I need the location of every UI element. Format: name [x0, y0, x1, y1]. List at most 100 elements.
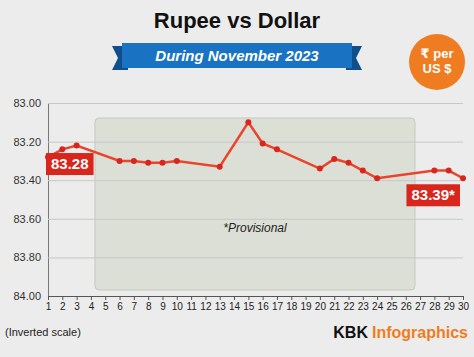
- x-tick-label: 21: [329, 301, 341, 312]
- x-tick-mark: [406, 296, 407, 300]
- x-tick: 24: [372, 296, 384, 312]
- x-tick: 5: [103, 296, 109, 312]
- x-tick-label: 23: [358, 301, 370, 312]
- x-tick-mark: [234, 296, 235, 300]
- x-tick-mark: [363, 296, 364, 300]
- source-brand: KBK: [333, 324, 368, 341]
- value-label-box: [46, 153, 94, 175]
- unit-badge: [409, 34, 465, 90]
- ribbon: [122, 43, 352, 68]
- x-tick: 28: [429, 296, 441, 312]
- x-tick-mark: [463, 296, 464, 300]
- y-tick: 83.00: [13, 97, 463, 109]
- x-tick: 13: [215, 296, 227, 312]
- grid-line: [48, 180, 463, 181]
- x-tick-mark: [162, 296, 163, 300]
- unit-label: ₹ perUS $: [421, 46, 454, 76]
- plot-area: [45, 119, 466, 181]
- x-tick-label: 18: [286, 301, 298, 312]
- source: KBKInfographics: [333, 324, 468, 341]
- x-tick-label: 5: [103, 301, 109, 312]
- y-tick-label: 84.00: [13, 290, 41, 302]
- x-tick-mark: [306, 296, 307, 300]
- x-tick-label: 1: [46, 301, 52, 312]
- subtitle: During November 2023: [155, 47, 319, 64]
- grid-line: [48, 257, 463, 258]
- x-tick-mark: [291, 296, 292, 300]
- y-axis-line: [48, 104, 49, 297]
- x-tick-label: 24: [372, 301, 384, 312]
- source-label: Infographics: [372, 324, 468, 341]
- x-tick: 30: [458, 296, 470, 312]
- x-tick-label: 16: [258, 301, 270, 312]
- data-point: [217, 164, 223, 170]
- x-tick-mark: [77, 296, 78, 300]
- x-tick-label: 9: [160, 301, 166, 312]
- x-tick: 18: [286, 296, 298, 312]
- value-label: 83.39*: [411, 186, 455, 203]
- x-tick-label: 19: [301, 301, 313, 312]
- data-point: [374, 175, 380, 181]
- x-tick-label: 22: [343, 301, 355, 312]
- x-tick-mark: [191, 296, 192, 300]
- x-tick-mark: [134, 296, 135, 300]
- data-point: [260, 141, 266, 147]
- data-point: [446, 168, 452, 174]
- x-tick-mark: [220, 296, 221, 300]
- x-tick: 1: [46, 296, 52, 312]
- x-tick: 27: [415, 296, 427, 312]
- x-tick-mark: [263, 296, 264, 300]
- x-tick: 29: [444, 296, 456, 312]
- data-point: [159, 160, 165, 166]
- data-point: [360, 168, 366, 174]
- title: Rupee vs Dollar: [154, 8, 321, 33]
- y-tick-label: 83.00: [13, 97, 41, 109]
- x-tick-label: 30: [458, 301, 470, 312]
- provisional-note: *Provisional: [223, 221, 287, 235]
- x-tick-label: 28: [429, 301, 441, 312]
- data-line: [48, 122, 463, 178]
- x-tick-mark: [148, 296, 149, 300]
- data-point: [431, 168, 437, 174]
- x-tick: 21: [329, 296, 341, 312]
- x-tick-mark: [434, 296, 435, 300]
- x-tick-label: 14: [229, 301, 241, 312]
- x-tick: 3: [74, 296, 80, 312]
- y-axis: 83.0083.2083.4083.6083.8084.00: [13, 97, 463, 302]
- data-point: [331, 156, 337, 162]
- x-tick-mark: [205, 296, 206, 300]
- x-tick-label: 25: [386, 301, 398, 312]
- x-tick: 25: [386, 296, 398, 312]
- chart: Rupee vs Dollar During November 2023 ₹ per…: [0, 0, 474, 357]
- value-label-group: 83.28: [46, 153, 94, 175]
- x-tick-label: 29: [444, 301, 456, 312]
- x-tick-mark: [248, 296, 249, 300]
- y-tick-label: 83.60: [13, 213, 41, 225]
- x-tick-label: 6: [117, 301, 123, 312]
- x-tick-mark: [177, 296, 178, 300]
- data-point: [117, 158, 123, 164]
- x-tick: 22: [343, 296, 355, 312]
- x-tick: 10: [172, 296, 184, 312]
- x-tick-mark: [105, 296, 106, 300]
- data-point: [346, 160, 352, 166]
- x-tick-label: 26: [401, 301, 413, 312]
- data-point: [245, 119, 251, 125]
- background: [0, 0, 474, 357]
- x-tick-label: 15: [243, 301, 255, 312]
- grid-line: [48, 296, 463, 297]
- x-tick-label: 13: [215, 301, 227, 312]
- y-tick-label: 83.20: [13, 136, 41, 148]
- x-tick: 9: [160, 296, 166, 312]
- data-point: [460, 175, 466, 181]
- x-tick: 14: [229, 296, 241, 312]
- x-tick-mark: [277, 296, 278, 300]
- x-tick-mark: [91, 296, 92, 300]
- x-tick-mark: [62, 296, 63, 300]
- grid-line: [48, 142, 463, 143]
- x-tick-mark: [320, 296, 321, 300]
- y-tick-label: 83.80: [13, 251, 41, 263]
- x-tick-mark: [449, 296, 450, 300]
- x-tick: 8: [146, 296, 152, 312]
- x-tick: 12: [200, 296, 212, 312]
